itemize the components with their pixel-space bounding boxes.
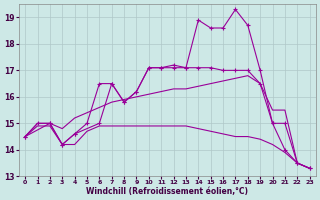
- X-axis label: Windchill (Refroidissement éolien,°C): Windchill (Refroidissement éolien,°C): [86, 187, 248, 196]
